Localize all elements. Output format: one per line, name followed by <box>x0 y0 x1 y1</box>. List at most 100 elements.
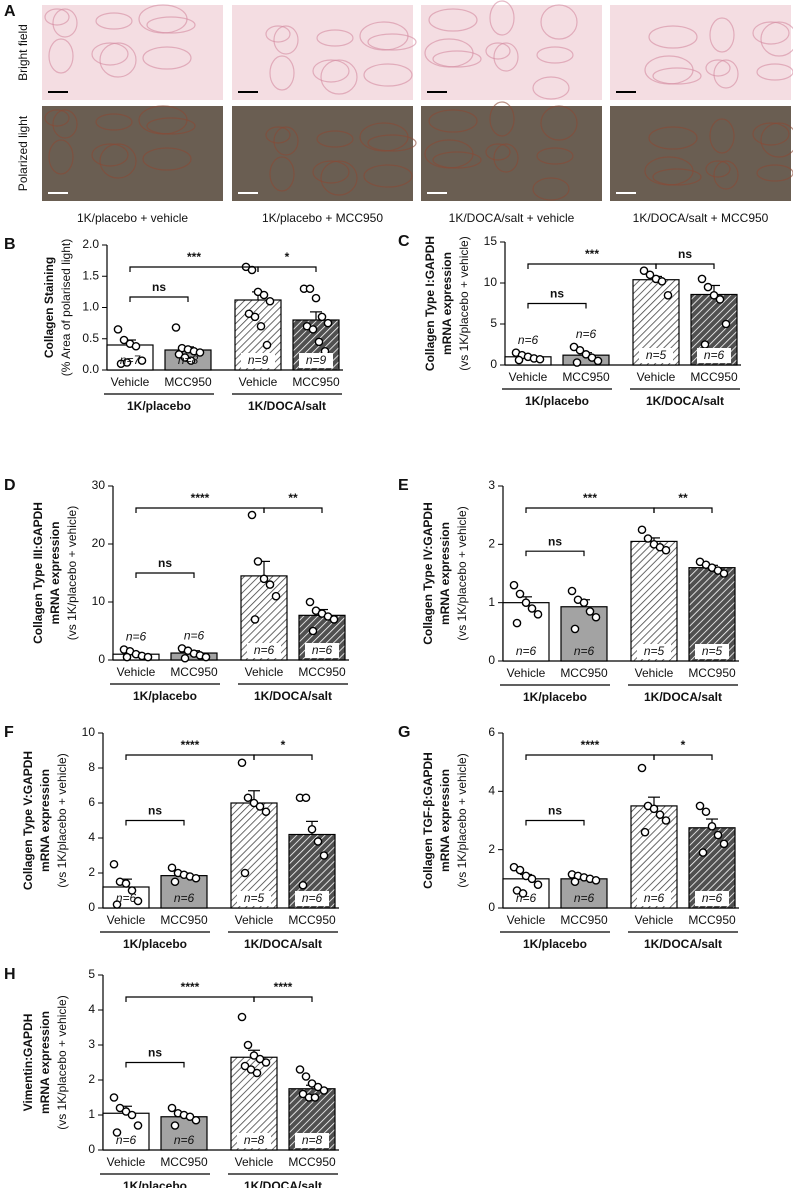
significance-bracket <box>525 507 655 513</box>
data-point <box>167 1103 177 1113</box>
n-label: n=6 <box>516 644 537 658</box>
y-axis-label: (vs 1K/placebo + vehicle) <box>55 995 69 1129</box>
data-point <box>301 793 311 803</box>
data-point <box>533 880 543 889</box>
y-axis-label: (vs 1K/placebo + vehicle) <box>455 753 469 887</box>
data-point <box>579 598 589 607</box>
n-label: n=6 <box>174 1133 195 1147</box>
data-point <box>313 837 323 846</box>
significance-bracket <box>125 819 185 826</box>
x-tick-label: MCC950 <box>170 665 218 679</box>
tissue-texture <box>142 46 192 70</box>
y-tick-label: 0 <box>88 900 95 914</box>
data-point <box>637 763 647 773</box>
tissue-texture <box>312 160 350 184</box>
group-label: 1K/DOCA/salt <box>254 689 332 703</box>
data-point <box>305 597 315 607</box>
data-point <box>567 586 577 596</box>
data-point <box>591 875 601 885</box>
data-point <box>298 880 308 890</box>
data-point <box>512 618 522 628</box>
data-point <box>509 580 519 590</box>
n-label-bg <box>247 643 281 658</box>
tissue-texture <box>432 151 482 169</box>
data-point <box>307 824 317 834</box>
significance-bracket <box>257 266 317 272</box>
tissue-texture <box>760 21 793 57</box>
x-tick-label: MCC950 <box>164 375 212 389</box>
data-point <box>308 626 318 636</box>
significance-bracket <box>125 1061 185 1068</box>
tissue-texture <box>705 59 731 77</box>
tissue-texture <box>428 109 478 133</box>
significance-label: ns <box>148 804 162 818</box>
n-label: n=6 <box>518 333 539 347</box>
y-axis-label: (vs 1K/placebo + vehicle) <box>65 506 79 640</box>
significance-label: ns <box>678 247 692 261</box>
tissue-texture <box>48 139 74 175</box>
significance-label: ** <box>678 491 688 505</box>
micrograph <box>610 5 791 100</box>
x-tick-label: Vehicle <box>107 1155 146 1169</box>
x-tick-label: Vehicle <box>509 370 548 384</box>
data-point <box>112 900 122 909</box>
tissue-texture <box>493 143 519 173</box>
significance-bracket <box>253 754 313 760</box>
tissue-texture <box>709 118 735 154</box>
panel-letter: F <box>4 724 14 741</box>
x-tick-label: MCC950 <box>560 666 608 680</box>
y-tick-label: 0 <box>490 357 497 371</box>
data-point <box>127 1110 137 1120</box>
data-point <box>247 510 257 520</box>
x-tick-label: MCC950 <box>690 370 738 384</box>
data-point <box>663 290 673 300</box>
n-label: n=6 <box>644 891 665 905</box>
y-axis-label: mRNA expression <box>38 769 52 872</box>
data-point <box>243 793 253 803</box>
data-point <box>301 1072 311 1081</box>
tissue-texture <box>713 59 739 89</box>
significance-bracket <box>525 754 655 760</box>
row-label: Polarized light <box>16 115 30 191</box>
x-tick-label: Vehicle <box>107 913 146 927</box>
data-point <box>593 356 603 366</box>
tissue-texture <box>367 33 417 51</box>
y-tick-label: 10 <box>82 725 96 739</box>
data-point <box>707 822 717 831</box>
data-point <box>514 355 524 365</box>
micrograph <box>421 5 602 100</box>
tissue-texture <box>532 177 570 201</box>
tissue-texture <box>95 113 133 131</box>
tissue-texture <box>709 17 735 53</box>
data-point <box>295 1065 305 1074</box>
data-point <box>533 610 543 619</box>
data-point <box>640 827 650 837</box>
panel-letter: B <box>4 236 16 253</box>
data-point <box>639 266 649 276</box>
data-point <box>127 886 137 895</box>
data-point <box>259 290 269 300</box>
data-point <box>515 589 525 599</box>
n-label: n=5 <box>644 644 665 658</box>
data-point <box>167 863 177 873</box>
y-tick-label: 4 <box>488 784 495 798</box>
significance-label: * <box>285 250 290 264</box>
panel-letter: A <box>4 3 16 20</box>
column-label: 1K/DOCA/salt + MCC950 <box>633 211 769 225</box>
data-point <box>119 335 129 345</box>
x-tick-label: Vehicle <box>111 375 150 389</box>
n-label: n=7 <box>120 353 142 367</box>
tissue-texture <box>320 160 358 196</box>
n-label: n=6 <box>576 327 597 341</box>
significance-bracket <box>135 572 195 578</box>
y-tick-label: 2 <box>488 537 495 551</box>
data-point <box>661 545 671 555</box>
n-label: n=6 <box>126 630 147 644</box>
y-tick-label: 8 <box>88 760 95 774</box>
n-label-bg <box>241 353 275 368</box>
tissue-texture <box>91 143 129 167</box>
data-point <box>515 865 525 875</box>
column-label: 1K/DOCA/salt + vehicle <box>449 211 575 225</box>
x-tick-label: MCC950 <box>292 375 340 389</box>
tissue-texture <box>648 25 698 49</box>
